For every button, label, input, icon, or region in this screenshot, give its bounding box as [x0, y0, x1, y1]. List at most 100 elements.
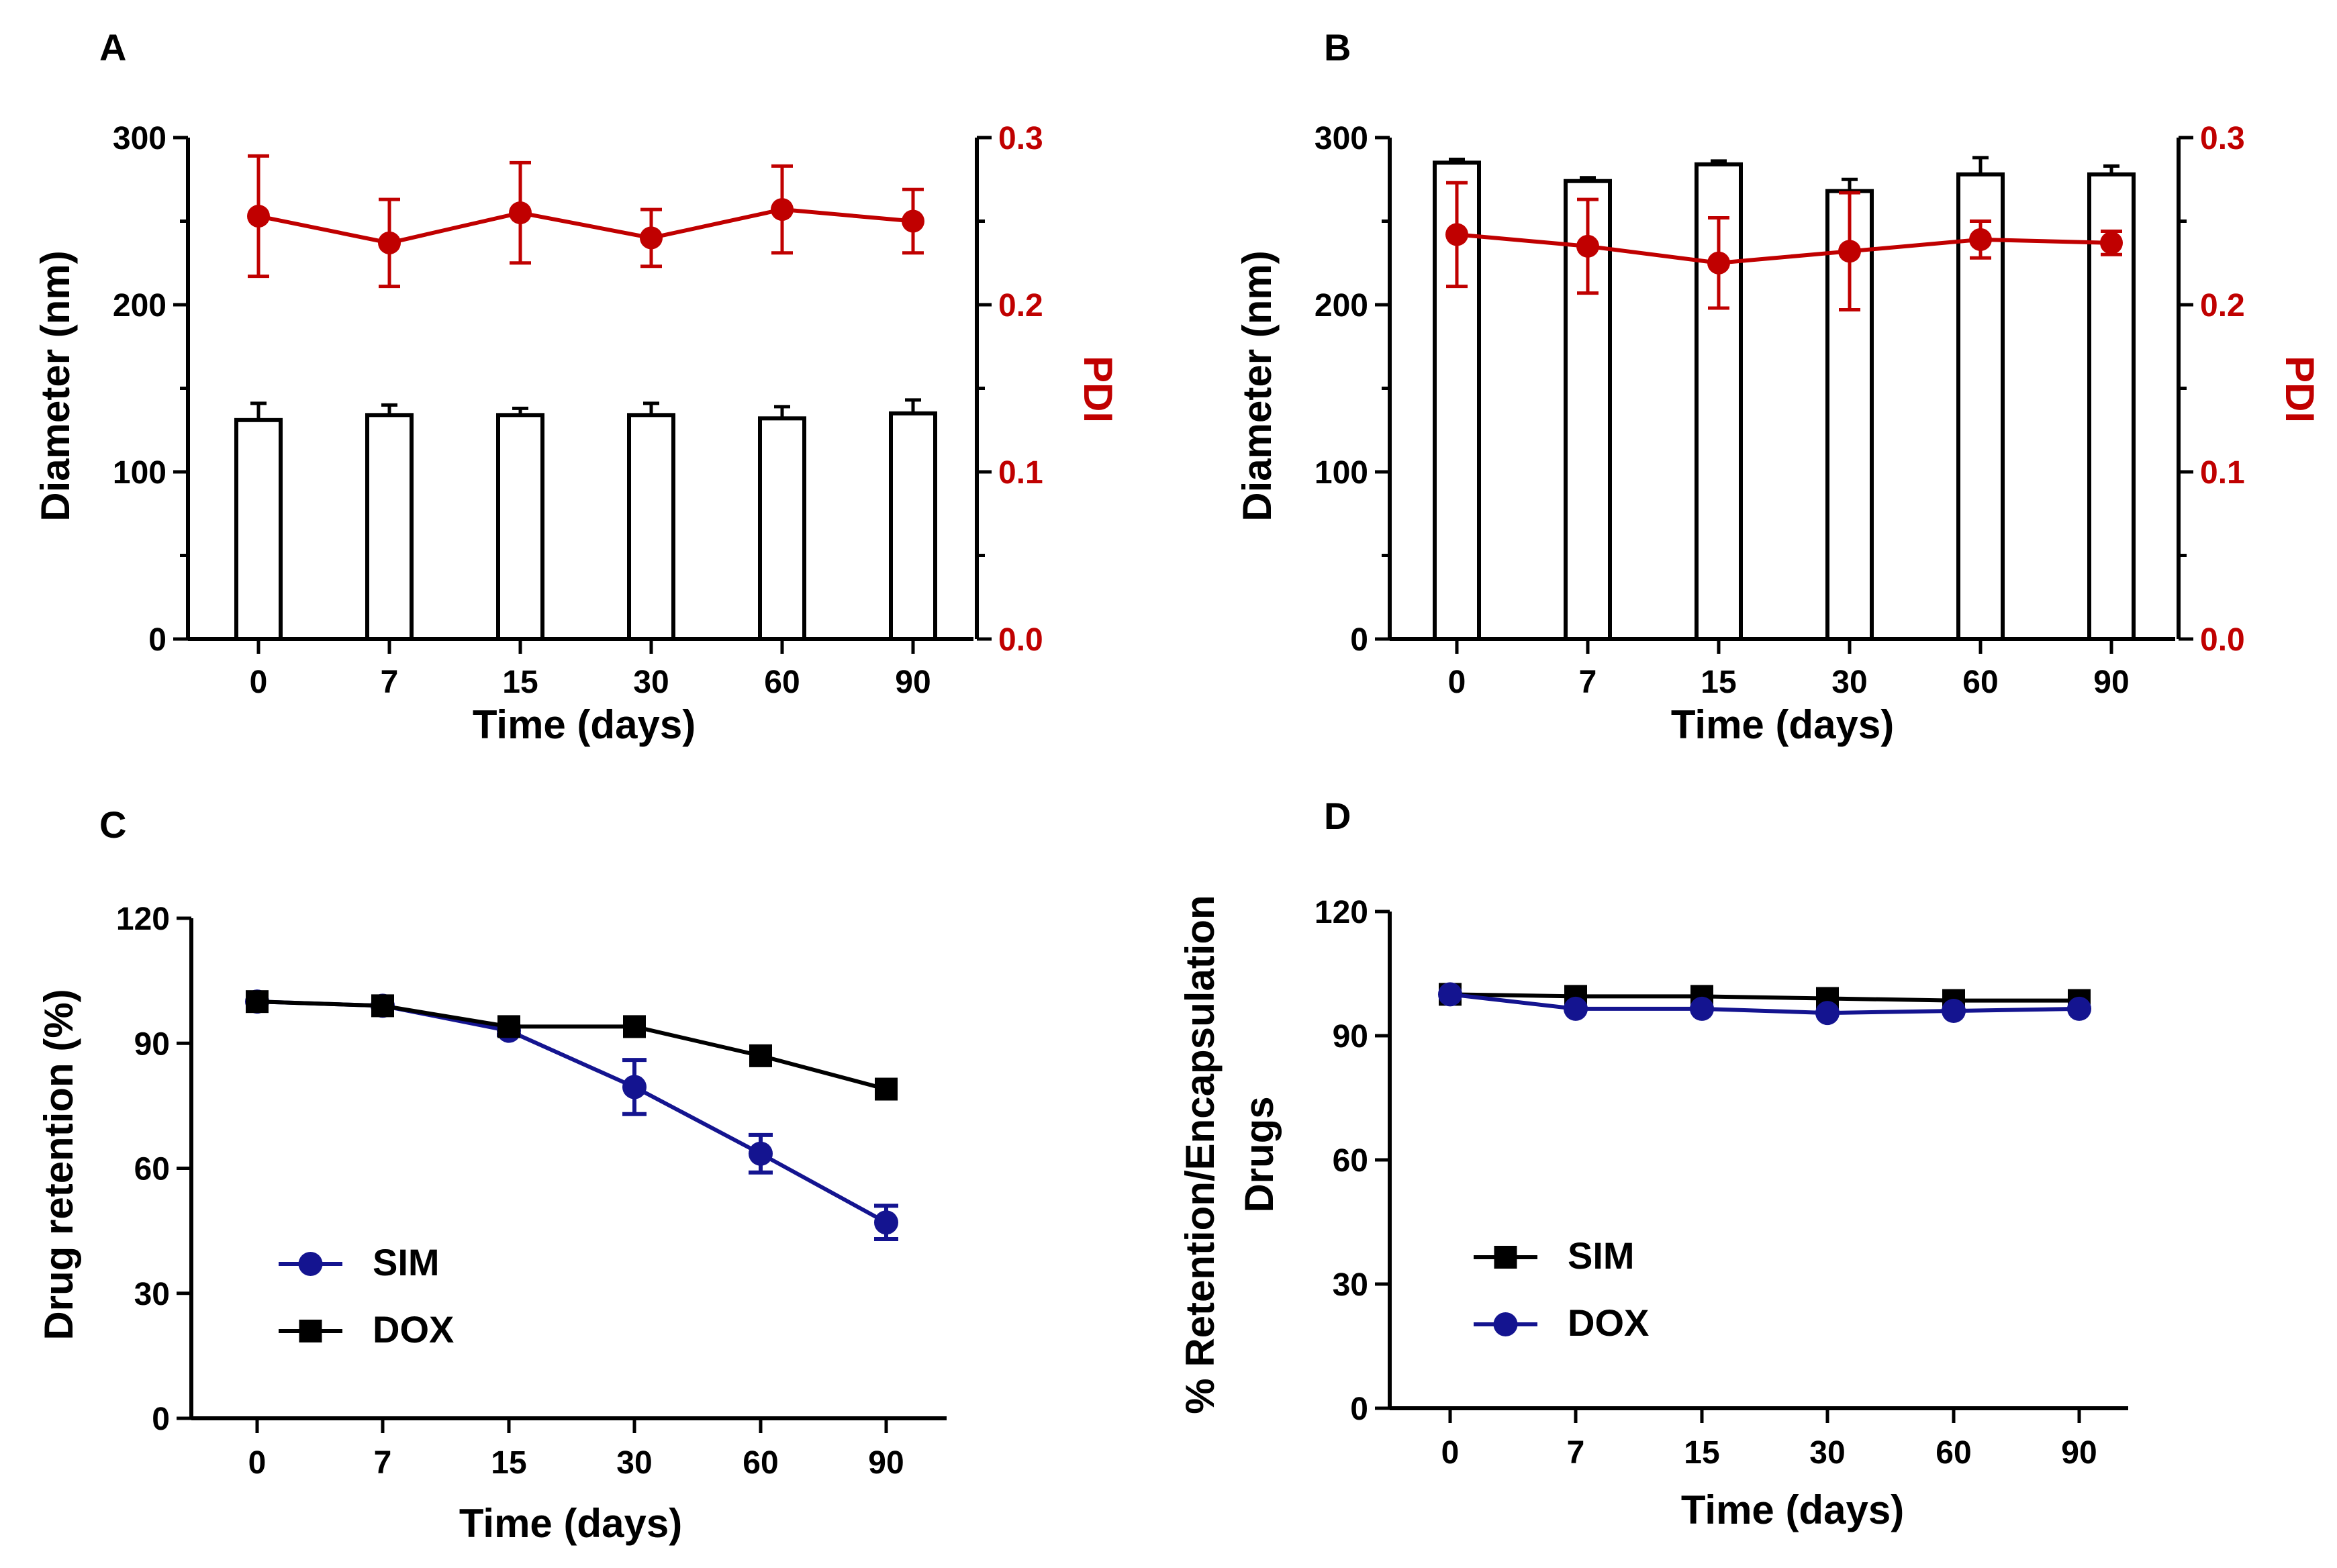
panel-c-sim-legend-marker [298, 1252, 323, 1276]
panel-c-dox-point [497, 1015, 520, 1038]
panel-b-right-tick-label: 0.1 [2200, 455, 2245, 491]
panel-d-x-tick-label: 30 [1809, 1435, 1845, 1471]
panel-b-y2label: PDI [2277, 356, 2322, 423]
panel-c-y-tick-label: 0 [152, 1402, 170, 1437]
panel-b-pdi-point [1707, 251, 1730, 275]
panel-a-right-tick-label: 0.2 [998, 288, 1043, 324]
panel-c-dox-legend-marker [299, 1320, 322, 1342]
panel-b-ylabel: Diameter (nm) [1235, 250, 1280, 521]
panel-a-x-tick-label: 0 [250, 665, 268, 700]
panel-a-left-tick-label: 200 [113, 288, 166, 324]
panel-d-sim-legend-marker [1494, 1246, 1517, 1269]
panel-d-y-tick-label: 30 [1333, 1267, 1368, 1303]
panel-d-dox-point [1690, 996, 1714, 1021]
panel-a-right-tick-label: 0.0 [998, 622, 1043, 658]
panel-b-x-tick-label: 15 [1701, 665, 1736, 700]
panel-c-y-tick-label: 120 [116, 901, 170, 937]
panel-d-legend-label-dox: DOX [1568, 1302, 1649, 1344]
panel-d-dox-point [1438, 982, 1462, 1007]
panel-b-right-tick-label: 0.2 [2200, 288, 2245, 324]
panel-c-sim-point [874, 1210, 898, 1235]
panel-a-pdi-point [771, 198, 794, 222]
panel-d-ylabel-line2: Drugs [1237, 1096, 1282, 1212]
panel-b-pdi-point [1445, 223, 1468, 246]
panel-c-x-tick-label: 15 [491, 1445, 526, 1481]
panel-d-x-tick-label: 60 [1936, 1435, 1971, 1471]
panel-a-x-tick-label: 15 [502, 665, 538, 700]
panel-a-bar [758, 416, 806, 641]
panel-d-legend-label-sim: SIM [1568, 1234, 1635, 1277]
panel-c-y-tick-label: 90 [134, 1026, 170, 1062]
panel-d-dox-point [1942, 999, 1966, 1023]
panel-a-pdi-point [640, 226, 663, 250]
panel-b-pdi-point [1969, 228, 1992, 251]
panel-c-xlabel: Time (days) [459, 1501, 682, 1546]
panel-d-y-tick-label: 90 [1333, 1019, 1368, 1055]
panel-a-x-tick-label: 7 [381, 665, 399, 700]
panel-c-dox-point [246, 990, 269, 1014]
panel-d-dox-line [1449, 992, 2080, 1016]
panel-d-x-tick-label: 15 [1684, 1435, 1719, 1471]
panel-c-sim-point [622, 1075, 647, 1099]
panel-b-xlabel: Time (days) [1671, 702, 1894, 747]
panel-d-sim-line [1449, 992, 2079, 1003]
panel-label-d: D [1324, 795, 1351, 837]
panel-label-a: A [99, 26, 126, 68]
panel-b-bar [1956, 172, 2005, 641]
panel-a-x-tick-label: 90 [895, 665, 931, 700]
panel-c-sim-point [749, 1141, 773, 1166]
panel-c-x-tick-label: 0 [248, 1445, 267, 1481]
panel-b-left-tick-label: 200 [1315, 288, 1368, 324]
panel-c-x-tick-label: 30 [616, 1445, 652, 1481]
panel-c-dox-line [256, 999, 887, 1091]
panel-a-bar [889, 411, 937, 641]
panel-b-x-tick-label: 30 [1831, 665, 1867, 700]
panel-d-x-tick-label: 90 [2061, 1435, 2097, 1471]
panel-a-left-tick-label: 0 [148, 622, 166, 658]
panel-c-dox-point [875, 1077, 898, 1101]
panel-a-left-tick-label: 300 [113, 121, 166, 156]
panel-c-x-tick-label: 90 [868, 1445, 904, 1481]
panel-d-dox-point [1564, 996, 1588, 1021]
panel-c-dox-point [623, 1015, 646, 1038]
panel-b-bar [1433, 160, 1481, 642]
panel-c-x-tick-label: 60 [743, 1445, 778, 1481]
panel-a-bar [627, 413, 675, 642]
panel-b-pdi-point [1838, 240, 1861, 263]
panel-d-x-tick-label: 7 [1567, 1435, 1585, 1471]
panel-c-legend-label-dox: DOX [373, 1308, 454, 1351]
panel-a-right-tick-label: 0.1 [998, 455, 1043, 491]
panel-b-right-tick-label: 0.0 [2200, 622, 2245, 658]
panel-a-bar [234, 418, 283, 641]
panel-b-right-tick-label: 0.3 [2200, 121, 2245, 156]
panel-d-x-tick-label: 0 [1441, 1435, 1460, 1471]
panel-a-bar [365, 413, 414, 642]
panel-a-x-tick-label: 60 [764, 665, 800, 700]
panel-b-pdi-line [1456, 232, 2112, 265]
panel-b-left-tick-label: 300 [1315, 121, 1368, 156]
panel-b-pdi-point [2100, 231, 2123, 254]
panel-c-dox-point [749, 1044, 772, 1067]
panel-d-y-tick-label: 120 [1315, 895, 1368, 930]
panel-b-left-tick-label: 0 [1350, 622, 1368, 658]
panel-b-left-tick-label: 100 [1315, 455, 1368, 491]
panel-c-y-tick-label: 30 [134, 1277, 170, 1312]
panel-a-left-tick-label: 100 [113, 455, 166, 491]
panel-b-x-tick-label: 7 [1579, 665, 1597, 700]
panel-label-b: B [1324, 26, 1351, 68]
panel-c-x-tick-label: 7 [374, 1445, 392, 1481]
panel-c-dox-point [371, 994, 394, 1018]
panel-a-ylabel: Diameter (nm) [33, 250, 78, 521]
panel-c-legend-label-sim: SIM [373, 1241, 440, 1283]
panel-d-y-tick-label: 60 [1333, 1143, 1368, 1179]
panel-a-x-tick-label: 30 [633, 665, 669, 700]
panel-a-y2label: PDI [1076, 356, 1120, 423]
panel-a-pdi-point [378, 231, 401, 254]
panel-c-sim-line [256, 999, 888, 1224]
panel-d-y-tick-label: 0 [1350, 1391, 1368, 1427]
panel-b-pdi-point [1576, 234, 1599, 258]
panel-c-ylabel: Drug retention (%) [36, 989, 81, 1340]
panel-d-ylabel: % Retention/Encapsulation [1178, 895, 1223, 1414]
